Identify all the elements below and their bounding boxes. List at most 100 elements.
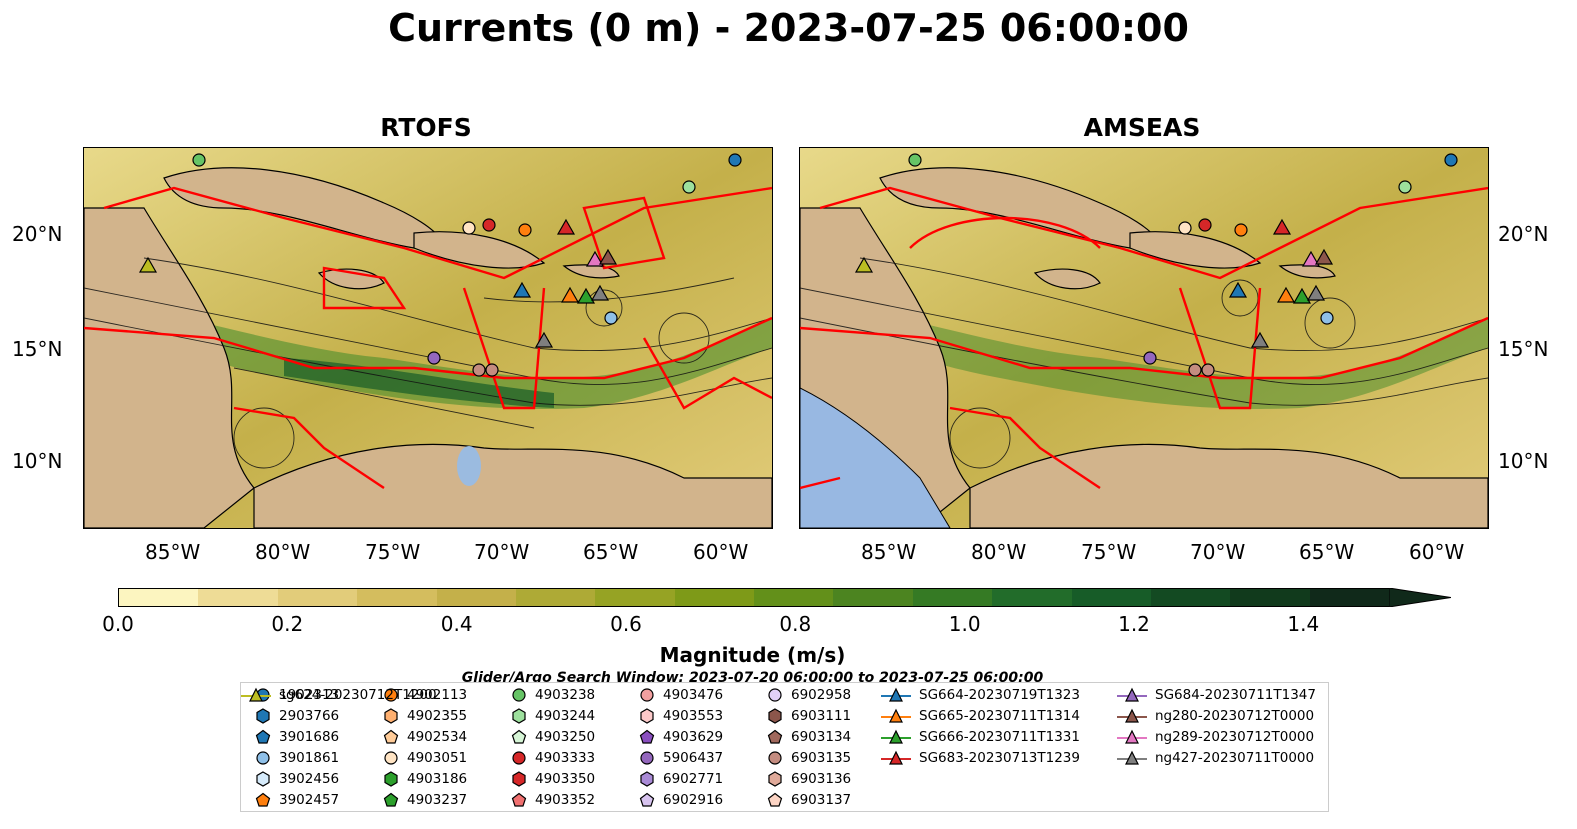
pentagon-marker-icon (383, 729, 399, 744)
legend-item: 4903553 (639, 708, 723, 724)
hexagon-marker-icon (384, 708, 398, 724)
circle-marker-icon (512, 751, 526, 765)
legend-item-label: 6902958 (791, 687, 852, 703)
colorbar-tick-label: 0.8 (779, 612, 812, 636)
colorbar-tick-label: 1.0 (948, 612, 981, 636)
legend-item-label: SG684-20230711T1347 (1155, 687, 1316, 703)
triangle-line-marker-icon (1117, 708, 1147, 723)
map-amseas-graphic (800, 148, 1488, 528)
lon-label-amseas-3: 70°W (1190, 540, 1246, 564)
colorbar-segment (198, 589, 278, 606)
colorbar-segment (1230, 589, 1310, 606)
legend-item-label: 3901686 (279, 729, 340, 745)
colorbar-segment (595, 589, 675, 606)
triangle-line-marker-icon (1117, 687, 1147, 702)
legend-item: SG664-20230719T1323 (881, 687, 1080, 703)
legend-item: 6903135 (767, 750, 851, 766)
legend-item: 6903137 (767, 792, 851, 808)
legend-item: 6903136 (767, 771, 851, 787)
colorbar-tick-label: 1.4 (1287, 612, 1320, 636)
legend-item: ng280-20230712T0000 (1117, 708, 1314, 724)
legend-item: 4902534 (383, 729, 467, 745)
lon-label-rtofs-3: 70°W (474, 540, 530, 564)
triangle-line-marker-icon (881, 729, 911, 744)
legend-item: 4903629 (639, 729, 723, 745)
legend-item: 3902457 (255, 792, 339, 808)
legend-item-label: 4903350 (535, 771, 596, 787)
lat-label-10n-left: 10°N (12, 449, 63, 473)
legend-item-label: SG664-20230719T1323 (919, 687, 1080, 703)
pentagon-marker-icon (383, 792, 399, 807)
lon-label-rtofs-2: 75°W (365, 540, 421, 564)
legend-item: 6902916 (639, 792, 723, 808)
circle-marker-icon (256, 751, 270, 765)
legend-item-label: 4902355 (407, 708, 468, 724)
panel-title-amseas: AMSEAS (1083, 113, 1201, 142)
legend-item: 4903250 (511, 729, 595, 745)
legend-item-label: sg624-20230712T1200 (279, 687, 437, 703)
lat-label-15n-right: 15°N (1498, 337, 1549, 361)
circle-marker-icon (512, 688, 526, 702)
legend-item-label: SG683-20230713T1239 (919, 750, 1080, 766)
legend-item: 4903051 (383, 750, 467, 766)
legend-item-label: 4903186 (407, 771, 468, 787)
panel-title-rtofs: RTOFS (380, 113, 472, 142)
legend-item: 3901861 (255, 750, 339, 766)
legend-item: ng427-20230711T0000 (1117, 750, 1314, 766)
circle-marker-icon (640, 688, 654, 702)
legend-item: 6902771 (639, 771, 723, 787)
legend-item: 6903111 (767, 708, 851, 724)
hexagon-marker-icon (640, 771, 654, 787)
lat-label-20n-right: 20°N (1498, 222, 1549, 246)
legend-item-label: 3902457 (279, 792, 340, 808)
triangle-line-marker-icon (1117, 750, 1147, 765)
legend-item: 4903186 (383, 771, 467, 787)
legend-item: sg624-20230712T1200 (241, 687, 437, 703)
pentagon-marker-icon (255, 792, 271, 807)
triangle-line-marker-icon (881, 687, 911, 702)
colorbar (118, 588, 1390, 607)
pentagon-marker-icon (511, 792, 527, 807)
figure-title: Currents (0 m) - 2023-07-25 06:00:00 (388, 6, 1189, 50)
lon-label-rtofs-5: 60°W (693, 540, 749, 564)
colorbar-segment (357, 589, 437, 606)
circle-marker-icon (640, 751, 654, 765)
legend-item: SG665-20230711T1314 (881, 708, 1080, 724)
circle-marker-icon (384, 688, 398, 702)
legend-item-label: 4902113 (407, 687, 468, 703)
legend-item-label: ng289-20230712T0000 (1155, 729, 1315, 745)
colorbar-tick-label: 0.0 (102, 612, 134, 636)
hexagon-marker-icon (768, 771, 782, 787)
triangle-line-marker-icon (881, 708, 911, 723)
lon-label-rtofs-4: 65°W (583, 540, 639, 564)
legend-item-label: 6903135 (791, 750, 852, 766)
legend-item: 6903134 (767, 729, 851, 745)
colorbar-segment (912, 589, 993, 606)
legend-item-label: 4903629 (663, 729, 724, 745)
pentagon-marker-icon (511, 729, 527, 744)
legend-item-label: SG665-20230711T1314 (919, 708, 1080, 724)
colorbar-segment (754, 589, 834, 606)
colorbar-segment (1309, 589, 1389, 606)
legend-item-label: 1902313 (279, 687, 340, 703)
lat-label-15n-left: 15°N (12, 337, 63, 361)
legend-item: 4903237 (383, 792, 467, 808)
legend-item-label: 6902916 (663, 792, 724, 808)
legend-item-label: 6903111 (791, 708, 852, 724)
lon-label-amseas-2: 75°W (1081, 540, 1137, 564)
circle-marker-icon (768, 688, 782, 702)
legend-item-label: 4903238 (535, 687, 596, 703)
legend-item: 4902355 (383, 708, 467, 724)
lon-label-amseas-5: 60°W (1409, 540, 1465, 564)
legend-item: 6902958 (767, 687, 851, 703)
legend-item: 4903350 (511, 771, 595, 787)
hexagon-marker-icon (256, 771, 270, 787)
colorbar-extend-arrow (1389, 588, 1451, 607)
lon-label-amseas-0: 85°W (861, 540, 917, 564)
legend-item: SG683-20230713T1239 (881, 750, 1080, 766)
legend-item-label: 2903766 (279, 708, 340, 724)
colorbar-label: Magnitude (m/s) (659, 643, 846, 667)
lat-label-10n-right: 10°N (1498, 449, 1549, 473)
legend: 1902313 2903766 3901686 3901861 3902456 39024… (240, 682, 1329, 812)
legend-item-label: 4903333 (535, 750, 596, 766)
